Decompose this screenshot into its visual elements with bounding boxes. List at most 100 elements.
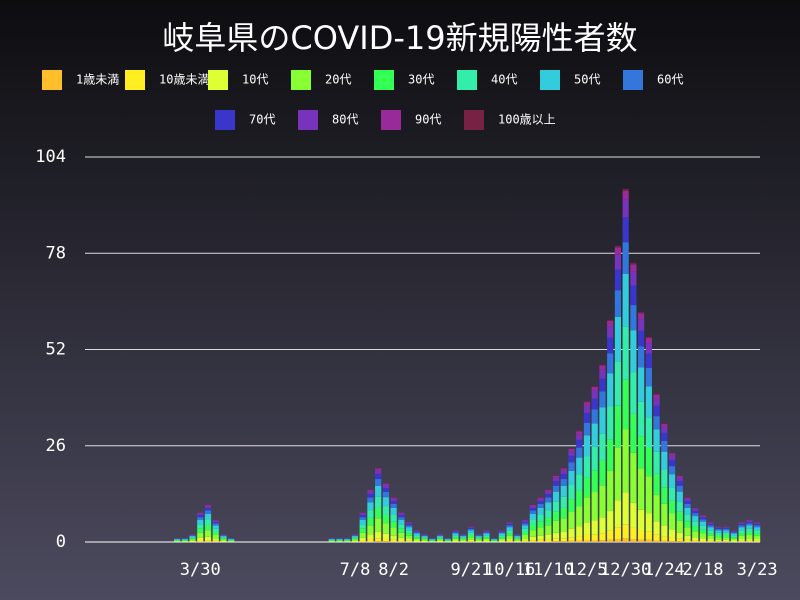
bar-segment [638, 367, 645, 402]
bar-segment [622, 190, 629, 200]
bar-segment [638, 313, 645, 320]
bar-segment [197, 513, 204, 515]
bar-segment [506, 540, 513, 542]
bar-segment [359, 537, 366, 541]
bar-segment [568, 450, 575, 456]
bar-segment [723, 527, 730, 528]
bar-segment [583, 456, 591, 478]
bar-segment [676, 477, 683, 481]
bar-segment [382, 506, 389, 515]
bar-segment [436, 537, 444, 539]
legend-label: 30代 [408, 73, 434, 87]
bar-segment [653, 540, 660, 542]
bar-segment [173, 539, 181, 541]
bar-segment [467, 529, 475, 531]
bar-segment [367, 510, 374, 518]
x-tick-label: 2/18 [683, 560, 724, 580]
bar-segment [351, 538, 359, 540]
bar-segment [483, 537, 490, 539]
bar-segment [460, 537, 467, 539]
bar-segment [645, 353, 652, 369]
bar-segment [707, 525, 714, 528]
x-tick-label: 12/5 [567, 560, 608, 580]
bar-segment [599, 364, 606, 366]
bar-segment [475, 540, 482, 542]
bar-segment [583, 477, 591, 498]
bar-segment [638, 436, 645, 469]
bar-segment [591, 492, 598, 521]
bar-segment [576, 431, 583, 435]
bar-segment [630, 502, 637, 528]
bar-segment [529, 530, 536, 537]
bar-segment [645, 476, 652, 514]
bar-segment [537, 500, 544, 504]
bar-segment [576, 536, 583, 541]
bar-segment [583, 522, 591, 535]
bar-segment [529, 519, 536, 525]
bar-segment [552, 480, 560, 486]
bar-segment [591, 398, 598, 410]
bar-segment [591, 470, 598, 493]
bar-segment [406, 540, 413, 542]
bar-segment [730, 532, 738, 534]
bar-segment [467, 530, 475, 533]
bar-segment [197, 537, 204, 541]
bar-segment [653, 534, 660, 541]
bar-segment [653, 393, 660, 395]
bar-segment [197, 540, 204, 542]
bar-segment [684, 527, 691, 536]
bar-segment [591, 423, 598, 447]
bar-segment [498, 530, 505, 532]
bar-segment [552, 520, 560, 533]
bar-segment [560, 541, 567, 542]
bar-segment [413, 535, 420, 538]
bar-segment [483, 530, 490, 532]
y-tick-label: 78 [46, 243, 66, 263]
bar-segment [599, 540, 606, 542]
bar-segment [351, 539, 359, 541]
bar-segment [738, 533, 745, 536]
bar-segment [630, 271, 637, 286]
bar-segment [638, 530, 645, 540]
bar-segment [537, 535, 544, 540]
bar-segment [692, 510, 699, 514]
bar-segment [715, 527, 722, 528]
bar-segment [676, 511, 683, 521]
bar-segment [228, 539, 235, 541]
bar-segment [390, 514, 397, 522]
bar-segment [398, 514, 405, 518]
bar-segment [591, 386, 598, 391]
bar-segment [738, 523, 745, 526]
bar-segment [638, 401, 645, 437]
bar-segment [699, 525, 707, 530]
bar-segment [189, 535, 196, 537]
bar-segment [622, 273, 629, 327]
x-tick-label: 3/23 [737, 560, 778, 580]
bar-segment [723, 541, 730, 542]
bar-segment [607, 470, 614, 511]
bar-segment [367, 539, 374, 542]
bar-segment [212, 540, 219, 542]
bar-segment [529, 524, 536, 531]
bar-segment [467, 527, 475, 530]
bar-segment [483, 535, 490, 538]
bar-segment [614, 500, 622, 528]
bar-segment [684, 503, 691, 508]
bar-segment [228, 540, 235, 542]
bar-segment [645, 513, 652, 532]
bar-segment [668, 500, 676, 514]
bar-segment [529, 510, 536, 514]
bar-segment [730, 535, 738, 538]
bar-segment [622, 379, 629, 430]
bar-segment [661, 432, 668, 441]
bar-segment [568, 512, 575, 529]
bar-segment [630, 452, 637, 503]
bar-segment [375, 496, 382, 508]
bar-segment [707, 523, 714, 526]
bar-segment [421, 536, 428, 538]
bar-segment [576, 434, 583, 440]
bar-segment [754, 523, 761, 526]
bar-segment [599, 407, 606, 434]
bar-segment [576, 430, 583, 432]
bar-segment [351, 540, 359, 542]
